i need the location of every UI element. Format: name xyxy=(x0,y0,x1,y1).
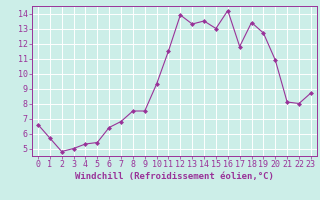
X-axis label: Windchill (Refroidissement éolien,°C): Windchill (Refroidissement éolien,°C) xyxy=(75,172,274,181)
